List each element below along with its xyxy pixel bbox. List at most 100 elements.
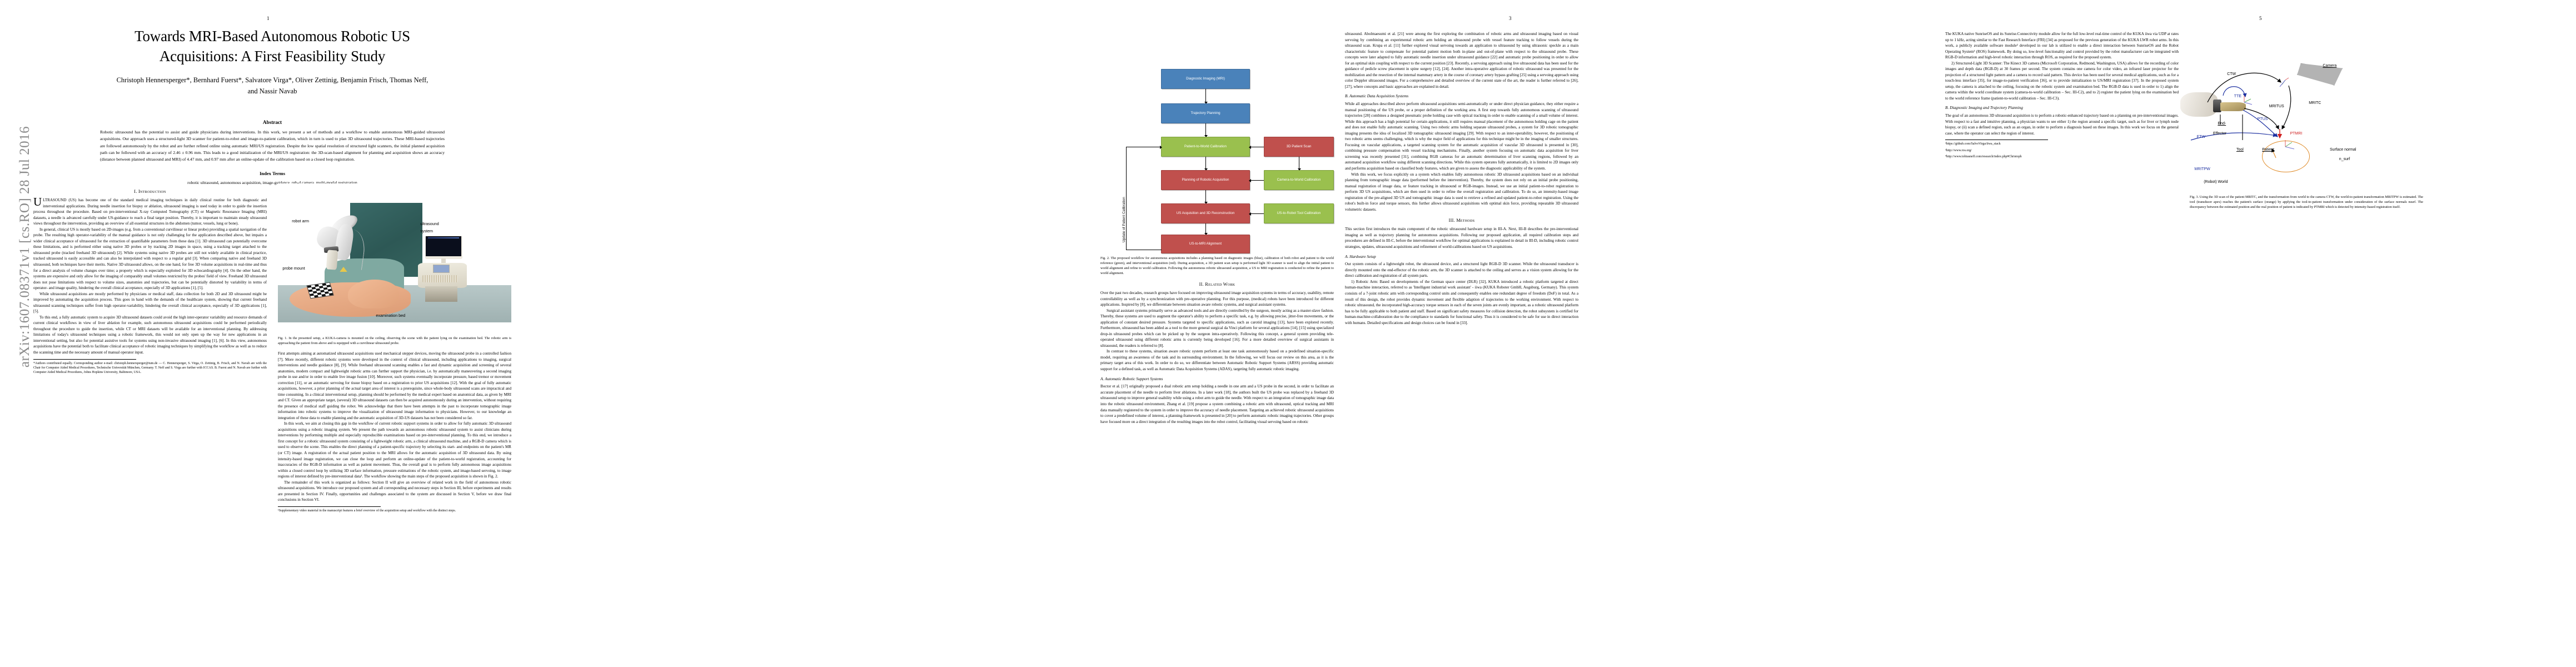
figure-1-label-probe-mount: probe mount <box>282 265 305 271</box>
subsection-heading-diagnostic-imaging: B. Diagnostic Imaging and Trajectory Pla… <box>1945 105 2023 111</box>
transform-ptus: PTUS <box>2257 117 2268 121</box>
related-work-paragraph-2: Surgical assistant systems primarily ser… <box>1100 308 1334 348</box>
flow-box-3d-patient-scan: 3D Patient Scan <box>1264 137 1334 157</box>
flow-box-diagnostic-imaging: Diagnostic Imaging (MRI) <box>1161 69 1250 89</box>
figure-3-label-camera: Camera <box>2323 64 2337 68</box>
index-terms-heading: Index Terms <box>259 171 286 177</box>
figure-1: robot arm ultrasound system probe mount … <box>278 183 511 334</box>
tool-shape <box>2220 102 2246 111</box>
page1-column-left: I. Introduction ULTRASOUND (US) has beco… <box>33 183 267 513</box>
footnote-url-2[interactable]: ³http://www.ros.org/ <box>1945 148 1972 152</box>
page2-column-right: ultrasound. Abolmaesumi et al. [21] were… <box>1345 31 1578 425</box>
figure-3: Camera End- Effector Tool Patient CTW TT… <box>2180 31 2423 192</box>
page-number-3: 3 <box>1509 16 1512 21</box>
flow-loop-label: Update of Patient Calibration <box>1122 197 1126 242</box>
abstract-text: Robotic ultrasound has the potential to … <box>100 130 445 162</box>
figure-2-caption: Fig. 2. The proposed workflow for autono… <box>1100 256 1334 275</box>
intro-continued-paragraph-1: First attempts aiming at automatized ult… <box>278 351 511 420</box>
figure-3-label-nsurf: n_surf <box>2339 157 2350 162</box>
transform-mritpw: MRITPW <box>2194 167 2210 171</box>
flow-box-patient-to-world: Patient-to-World Calibration <box>1161 137 1250 157</box>
kuka-sunrise-paragraph: The KUKA native SunriseOS and its Sunris… <box>1945 32 2179 60</box>
paper-title-line2: Acquisitions: A First Feasibility Study <box>159 47 386 64</box>
page-2: 3 Diagnostic Imaging (MRI) Trajectory Pl… <box>1100 0 1923 667</box>
page-1: 1 Towards MRI-Based Autonomous Robotic U… <box>33 0 511 667</box>
hardware-paragraph-1: Our system consists of a lightweight rob… <box>1345 262 1578 278</box>
figure-3-label-patient: Patient <box>2262 147 2274 152</box>
flow-box-camera-to-world: Camera-to-World Calibration <box>1264 170 1334 190</box>
flow-box-us-acquisition: US Acquisition and 3D Reconstruction <box>1161 203 1250 223</box>
adas-paragraph-1: While all approaches described above per… <box>1345 102 1578 171</box>
page-number-1: 1 <box>267 16 270 21</box>
figure-3-label-effector: Effector <box>2213 131 2226 136</box>
flow-arrow-tool-to-acq <box>1248 212 1264 216</box>
footnote-rule-2 <box>278 506 381 507</box>
transform-mritus: MRITUS <box>2269 104 2284 108</box>
intro-paragraph-3: While ultrasound acquisitions are mostly… <box>33 291 267 314</box>
intro-continued-paragraph-2: In this work, we aim at closing this gap… <box>278 421 511 479</box>
subsection-heading-adas: B. Automatic Data Acquisition Systems <box>1345 93 1409 99</box>
figure-2: Diagnostic Imaging (MRI) Trajectory Plan… <box>1100 31 1334 253</box>
flange-ring-shape <box>2213 99 2221 113</box>
structured-light-scanner-paragraph: 2) Structured-Light 3D Scanner: The Kine… <box>1945 61 2179 101</box>
index-terms-text: robotic ultrasound, autonomous acquisiti… <box>187 180 357 186</box>
page2-columns: Diagnostic Imaging (MRI) Trajectory Plan… <box>1100 31 1923 425</box>
arss-paragraph-1: Boctor et al. [17] originally proposed a… <box>1100 384 1334 424</box>
figure-1-label-robot-arm: robot arm <box>292 218 309 223</box>
methods-overview-paragraph: This section first introduces the main c… <box>1345 227 1578 249</box>
figure-3-diagram: Camera End- Effector Tool Patient CTW TT… <box>2180 31 2423 192</box>
page3-columns: The KUKA native SunriseOS and its Sunris… <box>1945 31 2576 210</box>
section-heading-related-work: II. Related Work <box>1199 281 1235 287</box>
figure-1-caption: Fig. 1. In the presented setup, a KUKA-c… <box>278 336 511 345</box>
section-heading-introduction: I. Introduction <box>134 189 166 194</box>
flow-box-us-to-mri-alignment: US-to-MRI Alignment <box>1161 235 1250 253</box>
paper-title-line1: Towards MRI-Based Autonomous Robotic US <box>134 28 410 44</box>
figure-3-label-surface-normal: Surface normal <box>2330 147 2356 152</box>
abstract-heading: Abstract <box>262 120 282 125</box>
adas-paragraph-2: With this work, we focus explicitly on a… <box>1345 172 1578 212</box>
robot-arm-shape <box>2180 92 2218 117</box>
subsection-heading-arss: A. Automatic Robotic Support Systems <box>1100 376 1163 381</box>
figure-3-label-robot-world: (Robot) World <box>2204 180 2228 184</box>
flow-box-trajectory-planning: Trajectory Planning <box>1161 103 1250 123</box>
footnote-rule <box>33 359 136 360</box>
related-work-paragraph-1: Over the past two decades, research grou… <box>1100 291 1334 307</box>
footnote-video: ¹Supplementary video material in the man… <box>278 509 456 512</box>
arxiv-stamp: arXiv:1607.08371v1 [cs.RO] 28 Jul 2016 <box>17 126 32 368</box>
footnote-url-1[interactable]: ²https://github.com/SalvoVirga/iiwa_stac… <box>1945 142 2001 146</box>
intro-paragraph-2: In general, clinical US is mostly based … <box>33 227 267 291</box>
page3-column-left: The KUKA native SunriseOS and its Sunris… <box>1945 31 2179 210</box>
footnote-affiliations: *Authors contributed equally. Correspond… <box>33 361 267 375</box>
transform-ctw: CTW <box>2227 72 2236 76</box>
figure-1-label-examination-bed: examination bed <box>376 312 406 318</box>
related-work-paragraph-3: In contrast to these systems, situation … <box>1100 349 1334 372</box>
figure-1-label-system: system <box>420 228 433 234</box>
flow-box-us-to-robot-tool: US-to-Robot Tool Calibration <box>1264 203 1334 223</box>
figure-3-caption: Fig. 3. Using the 3D scan of the patient… <box>2190 195 2423 209</box>
intro-continued-paragraph-3: The remainder of this work is organized … <box>278 480 511 502</box>
page-3: 5 The KUKA native SunriseOS and its Sunr… <box>1945 0 2576 667</box>
figure-3-arrows <box>2190 72 2295 158</box>
author-list-line2: and Nassir Navab <box>247 87 297 96</box>
figure-2-flowchart: Diagnostic Imaging (MRI) Trajectory Plan… <box>1100 31 1334 253</box>
adas-intro-paragraph: ultrasound. Abolmaesumi et al. [21] were… <box>1345 32 1578 89</box>
page3-column-right: Camera End- Effector Tool Patient CTW TT… <box>2180 31 2423 210</box>
patient-ellipse-shape <box>2262 141 2310 173</box>
transform-ptmri: PTMRI <box>2290 131 2303 136</box>
flow-box-planning-acquisition: Planning of Robotic Acquisition <box>1161 170 1250 190</box>
flow-loop-update <box>1126 145 1163 250</box>
page2-column-left: Diagnostic Imaging (MRI) Trajectory Plan… <box>1100 31 1334 425</box>
intro-paragraph-4: To this end, a fully automatic system to… <box>33 315 267 355</box>
section-heading-methods: III. Methods <box>1448 218 1475 223</box>
footnote-url-3[interactable]: ⁴http://www.tobiasneff.com/research/inde… <box>1945 155 2022 159</box>
transform-mritc: MRITC <box>2309 101 2321 105</box>
flow-arrow-c2w-to-plan <box>1248 179 1264 182</box>
subsection-heading-hardware-setup: A. Hardware Setup <box>1345 253 1376 259</box>
diagnostic-imaging-paragraph: The goal of an autonomous 3D ultrasound … <box>1945 113 2179 136</box>
figure-1-label-ultrasound: ultrasound <box>420 221 439 226</box>
figure-3-label-tool: Tool <box>2236 147 2244 152</box>
page-number-5: 5 <box>2259 16 2262 21</box>
transform-etw: ETW <box>2196 135 2206 139</box>
intro-paragraph-1: ULTRASOUND (US) has become one of the st… <box>33 195 267 226</box>
